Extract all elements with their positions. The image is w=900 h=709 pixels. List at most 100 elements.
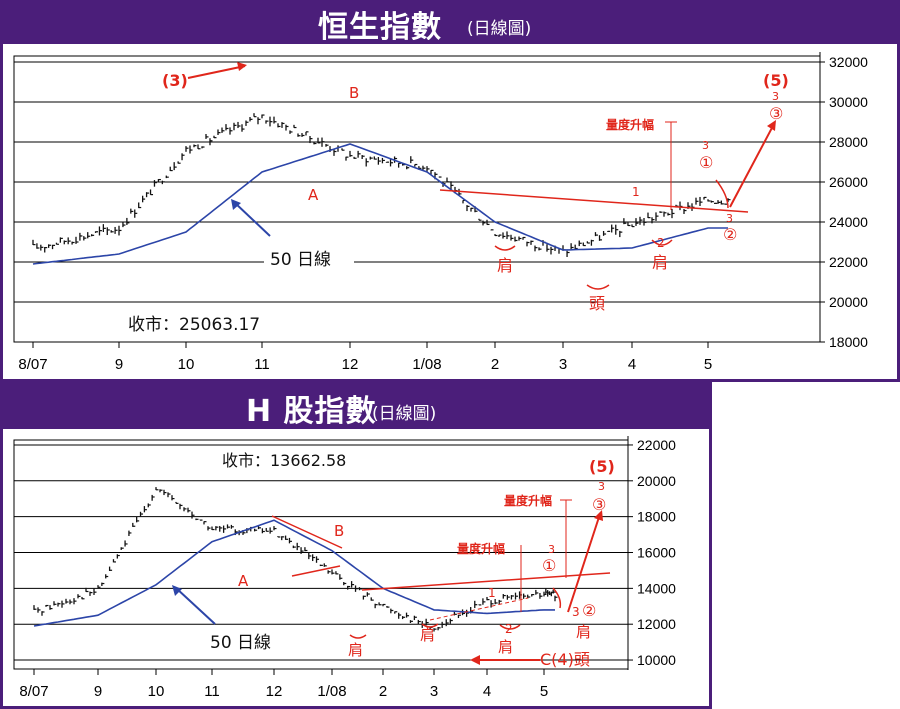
- ytick-label: 12000: [637, 616, 676, 632]
- hsi-subtitle: (日線圖): [467, 19, 532, 39]
- hshare-projection-arrow: [567, 513, 601, 613]
- hsi-lshoulder-label: 肩: [497, 256, 513, 275]
- xtick-label: 5: [540, 683, 548, 700]
- hshare-c4-label: C(4)頭: [540, 650, 590, 669]
- hshare-wave5-c3: ③: [592, 495, 606, 514]
- hshare-lshoulder-arc: [349, 634, 367, 639]
- hshare-top-n3: 3: [548, 543, 555, 556]
- xtick-label: 10: [148, 683, 165, 700]
- ytick-label: 22000: [637, 437, 676, 453]
- hshare-lshoulder-label: 肩: [348, 641, 363, 659]
- hsi-ytick-labels: 32000 30000 28000 26000 24000 22000 20000 18000: [820, 54, 868, 350]
- xtick-label: 12: [342, 356, 359, 373]
- hsi-projection-arrowhead: [767, 120, 776, 131]
- hsi-title-bar: 恒生指數 (日線圖): [0, 0, 900, 45]
- hshare-close-label: 收市：13662.58: [222, 451, 346, 470]
- hshare-xtick-labels: 8/07 9 10 11 12 1/08 2 3 4 5: [19, 669, 548, 700]
- hsi-bottom-n3: 3: [726, 212, 733, 225]
- hsi-neckline: [439, 189, 749, 213]
- hsi-lshoulder-arc: [494, 245, 516, 251]
- hshare-bottom-n3: 3: [572, 605, 580, 619]
- hshare-bottom-c2: ②: [582, 601, 596, 620]
- hshare-subtitle: (日線圖): [372, 404, 437, 424]
- xtick-label: 8/07: [18, 356, 47, 373]
- hshare-chart: 22000 20000 18000 16000 14000 12000 10000 8/07…: [13, 436, 676, 700]
- ytick-label: 30000: [829, 94, 868, 110]
- xtick-label: 11: [204, 683, 220, 700]
- xtick-label: 5: [704, 356, 712, 373]
- hshare-rshoulder-label: 肩: [576, 623, 591, 641]
- hsi-top-n3: 3: [702, 139, 709, 152]
- hshare-title: H 股指數: [246, 394, 377, 429]
- ytick-label: 14000: [637, 580, 676, 596]
- hshare-ma-pointer-head: [172, 585, 182, 596]
- hsi-ma-series: [32, 143, 728, 265]
- hsi-n1-label: 1: [632, 185, 640, 199]
- hshare-top-c1: ①: [542, 556, 556, 575]
- hshare-price-series: [33, 487, 558, 632]
- xtick-label: 2: [491, 356, 499, 373]
- xtick-label: 1/08: [317, 683, 346, 700]
- hshare-ma-label-bg: [204, 629, 294, 653]
- hsi-panel: [0, 40, 900, 382]
- hshare-n1-label: 1: [488, 586, 496, 600]
- hshare-title-bar: H 股指數 (日線圖): [0, 382, 712, 429]
- xtick-label: 9: [115, 356, 123, 373]
- hshare-waveB-label: B: [334, 522, 344, 540]
- hshare-neckline: [361, 572, 611, 591]
- hsi-bottom-c2: ②: [723, 225, 737, 244]
- hshare-waveA-label: A: [238, 572, 249, 590]
- hshare-measure-label-2: 量度升幅: [504, 493, 552, 508]
- hshare-b-trend-top: [271, 515, 343, 549]
- hsi-waveB-label: B: [349, 84, 359, 102]
- hsi-chart: 32000 30000 28000 26000 24000 22000 20000 18000…: [13, 52, 868, 373]
- ytick-label: 32000: [829, 54, 868, 70]
- ytick-label: 10000: [637, 652, 676, 668]
- xtick-label: 9: [94, 683, 102, 700]
- xtick-label: 1/08: [412, 356, 441, 373]
- hsi-wave5-n3: 3: [772, 90, 779, 103]
- hsi-waveA-label: A: [308, 186, 319, 204]
- hsi-ma-pointer: [233, 201, 271, 237]
- hsi-ma-label-bg: [264, 246, 354, 270]
- xtick-label: 4: [628, 356, 636, 373]
- xtick-label: 2: [379, 683, 387, 700]
- hsi-n2-label: 2: [657, 236, 665, 250]
- hsi-wave3-arrow: [187, 65, 246, 79]
- hshare-pullback-arrow: [552, 587, 562, 609]
- ytick-label: 20000: [637, 473, 676, 489]
- ma-line: [32, 143, 728, 265]
- ytick-label: 22000: [829, 254, 868, 270]
- xtick-label: 4: [483, 683, 491, 700]
- ytick-label: 28000: [829, 134, 868, 150]
- ytick-label: 16000: [637, 545, 676, 561]
- hsi-rshoulder-label: 肩: [652, 253, 668, 272]
- hshare-ma-label: 50 日線: [210, 633, 271, 653]
- hsi-measure-label: 量度升幅: [606, 117, 654, 132]
- hshare-ma-series: [33, 519, 555, 627]
- xtick-label: 3: [559, 356, 567, 373]
- hsi-close-label: 收市：25063.17: [128, 315, 260, 335]
- hsi-wave3-arrowhead: [237, 62, 247, 71]
- hsi-plot-area: [13, 55, 821, 343]
- hsi-ma-pointer-head: [231, 199, 241, 210]
- hshare-wave5-n3: 3: [598, 480, 605, 493]
- hshare-b-trend-bottom: [291, 565, 341, 577]
- hsi-title: 恒生指數: [318, 10, 442, 45]
- hsi-head-arc: [586, 284, 610, 290]
- hsi-rshoulder-arc: [651, 239, 673, 246]
- hshare-grid: [14, 444, 628, 661]
- hshare-mshoulder-arc: [499, 624, 521, 630]
- hsi-pullback-arrow: [715, 179, 729, 209]
- hshare-measure-label-1: 量度升幅: [457, 541, 505, 556]
- ytick-label: 20000: [829, 294, 868, 310]
- hshare-shoulder2-arc: [421, 623, 439, 628]
- hshare-wave5-label: (5): [589, 457, 615, 476]
- ma-line: [33, 519, 555, 627]
- ytick-label: 26000: [829, 174, 868, 190]
- ytick-label: 18000: [637, 509, 676, 525]
- hshare-plot-area: [13, 439, 629, 670]
- hsi-price-series: [32, 113, 731, 257]
- xtick-label: 12: [266, 683, 283, 700]
